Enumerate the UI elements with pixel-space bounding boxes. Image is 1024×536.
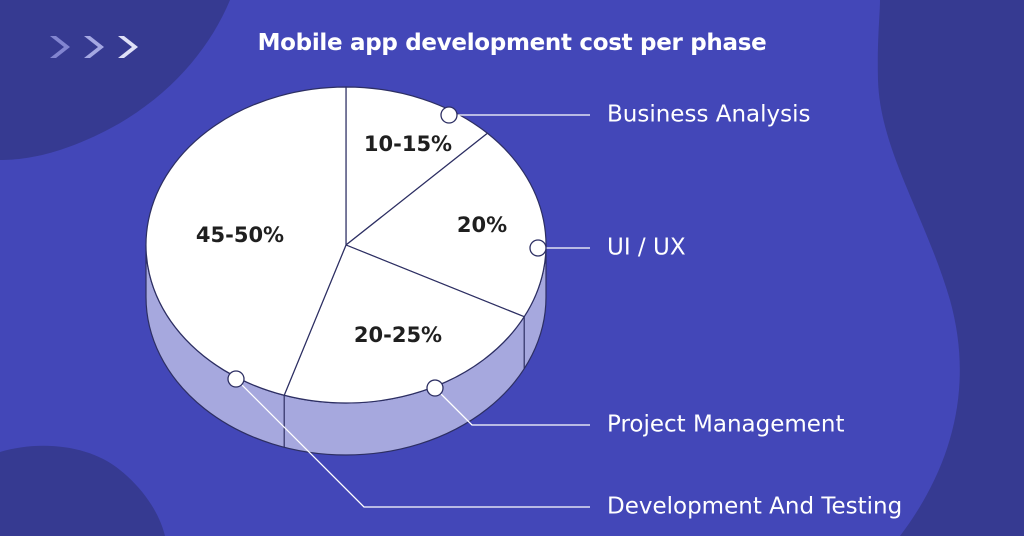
pie-value-label: 20% xyxy=(457,213,507,237)
legend-label: Development And Testing xyxy=(607,494,902,520)
chart-title: Mobile app development cost per phase xyxy=(257,30,767,56)
legend-label: Project Management xyxy=(607,412,845,438)
pie-leader-lines xyxy=(227,106,590,508)
leader-line xyxy=(235,378,590,508)
leader-line xyxy=(434,387,590,426)
legend-label: Business Analysis xyxy=(607,102,811,128)
pie-value-label: 20-25% xyxy=(354,323,442,347)
triple-chevron-right-icon xyxy=(50,36,138,58)
bg-blob-right xyxy=(877,0,1024,536)
leader-dot xyxy=(529,239,547,257)
leader-dot xyxy=(426,379,444,397)
leader-dot xyxy=(440,106,458,124)
bg-blob-bottom-left xyxy=(0,445,165,536)
pie-slice xyxy=(345,86,489,247)
pie-value-label: 45-50% xyxy=(196,223,284,247)
pie-value-labels: 10-15% 20% 20-25% 45-50% xyxy=(196,132,507,347)
leader-dot xyxy=(227,370,245,388)
pie-slice xyxy=(344,132,547,318)
pie-legend: Business Analysis UI / UX Project Manageme… xyxy=(607,102,902,520)
pie-slice xyxy=(283,244,526,404)
legend-label: UI / UX xyxy=(607,235,686,261)
pie-top xyxy=(145,86,547,404)
pie-slice xyxy=(145,86,347,396)
pie-value-label: 10-15% xyxy=(364,132,452,156)
